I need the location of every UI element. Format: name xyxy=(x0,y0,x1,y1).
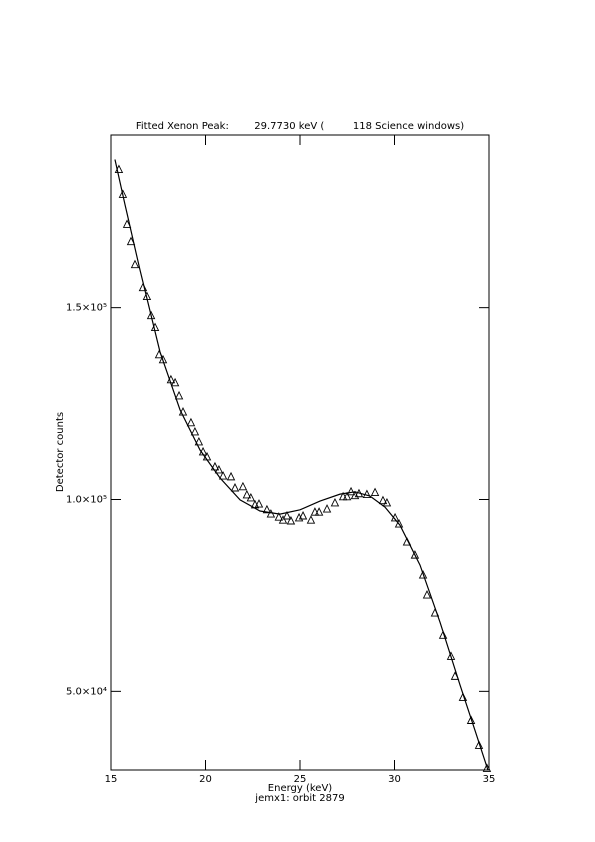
x-tick-label: 20 xyxy=(199,774,212,785)
data-point xyxy=(418,570,428,579)
data-point xyxy=(174,390,184,400)
data-point xyxy=(394,519,404,528)
data-point xyxy=(226,471,236,481)
data-point xyxy=(194,436,204,446)
data-point xyxy=(314,507,324,516)
data-point xyxy=(410,550,420,559)
x-tick-label: 30 xyxy=(388,774,401,785)
data-point xyxy=(310,507,320,516)
data-point xyxy=(322,504,332,513)
data-point xyxy=(298,510,308,520)
x-tick-label: 15 xyxy=(105,774,118,785)
data-point xyxy=(158,354,168,364)
y-axis-label: Detector counts xyxy=(55,412,66,492)
data-point xyxy=(458,692,468,701)
data-point xyxy=(274,512,284,521)
data-point xyxy=(186,417,196,427)
y-tick-label: 1.0×10⁵ xyxy=(66,495,107,506)
data-point xyxy=(122,219,132,228)
data-point xyxy=(306,515,316,524)
plot-frame xyxy=(110,134,490,771)
data-point xyxy=(230,482,240,492)
y-tick-label: 1.5×10⁵ xyxy=(66,303,107,314)
data-point xyxy=(342,491,352,501)
data-point xyxy=(438,630,448,639)
y-tick-label: 5.0×10⁴ xyxy=(66,686,107,697)
data-point xyxy=(286,515,296,525)
data-point xyxy=(346,486,356,496)
data-point xyxy=(146,310,156,320)
data-point xyxy=(242,489,252,499)
data-point xyxy=(370,487,380,497)
data-point xyxy=(482,763,492,772)
data-point xyxy=(246,492,256,502)
data-point xyxy=(254,499,264,508)
x-tick-label: 25 xyxy=(294,774,307,785)
data-point xyxy=(170,377,180,387)
data-point xyxy=(362,489,372,498)
data-point xyxy=(214,464,224,474)
data-point xyxy=(446,651,456,660)
data-point xyxy=(266,509,276,518)
data-point xyxy=(238,481,248,491)
fit-line xyxy=(114,159,489,771)
x-axis-label: Energy (keV) xyxy=(268,783,333,794)
data-point xyxy=(422,590,432,599)
data-point xyxy=(130,259,140,269)
data-point xyxy=(190,426,200,436)
data-point xyxy=(378,495,388,505)
data-point xyxy=(330,497,340,507)
subtitle: jemx1: orbit 2879 xyxy=(254,793,344,804)
data-point xyxy=(474,740,484,749)
data-point xyxy=(278,515,288,524)
x-tick-label: 35 xyxy=(483,774,496,785)
data-point xyxy=(382,497,392,507)
chart-title: Fitted Xenon Peak: 29.7730 keV ( 118 Sci… xyxy=(136,121,464,132)
data-point xyxy=(218,471,228,480)
data-point xyxy=(282,510,292,520)
data-point xyxy=(466,715,476,724)
data-point xyxy=(262,504,272,514)
